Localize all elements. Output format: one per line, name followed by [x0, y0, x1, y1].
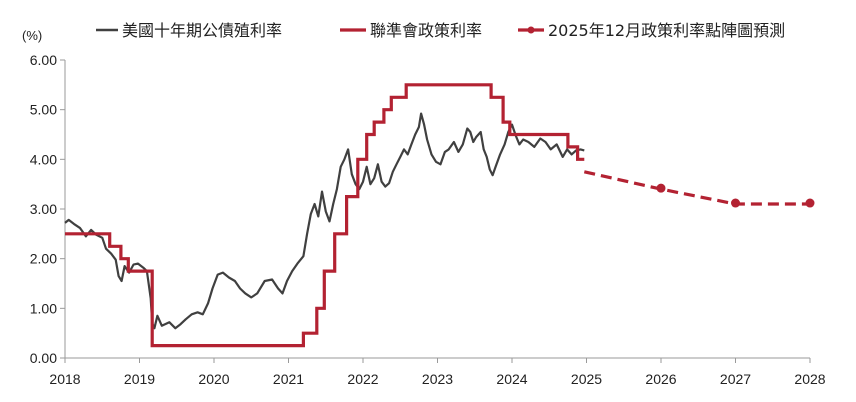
y-tick-label: 5.00: [30, 102, 57, 118]
legend-label: 聯準會政策利率: [370, 21, 482, 40]
x-tick-label: 2023: [422, 371, 453, 387]
x-tick-label: 2028: [794, 371, 825, 387]
series-2: [65, 83, 585, 348]
fed-policy-rate-line: [65, 83, 585, 348]
x-tick-label: 2026: [645, 371, 676, 387]
x-tick-label: 2022: [347, 371, 378, 387]
y-tick-label: 0.00: [30, 350, 57, 366]
axes: 0.00 1.00 2.00 3.00 4.00 5.00 6.00 2018 2019 2020…: [30, 52, 826, 387]
dot-plot-forecast-line: [583, 170, 810, 206]
legend-marker: [527, 26, 535, 34]
y-tick-label: 6.00: [30, 52, 57, 68]
forecast-point: [731, 198, 740, 208]
y-tick-label: 3.00: [30, 201, 57, 217]
forecast-point: [805, 198, 815, 208]
x-tick-label: 2027: [720, 371, 751, 387]
x-tick-label: 2018: [49, 371, 80, 387]
legend: 美國十年期公債殖利率 聯準會政策利率 2025年12月政策利率點陣圖預測: [96, 21, 785, 40]
x-tick-label: 2025: [571, 371, 602, 387]
y-axis-unit-label: (%): [22, 28, 42, 43]
x-tick-label: 2019: [124, 371, 155, 387]
x-tick-label: 2021: [273, 371, 304, 387]
x-tick-label: 2024: [496, 371, 527, 387]
legend-label: 2025年12月政策利率點陣圖預測: [548, 21, 785, 40]
series-3: [583, 170, 815, 208]
y-tick-label: 1.00: [30, 300, 57, 316]
x-tick-label: 2020: [198, 371, 229, 387]
forecast-point: [656, 183, 666, 193]
legend-label: 美國十年期公債殖利率: [122, 21, 282, 40]
y-tick-label: 4.00: [30, 151, 57, 167]
series-layer: [64, 83, 815, 348]
y-tick-label: 2.00: [30, 251, 57, 267]
